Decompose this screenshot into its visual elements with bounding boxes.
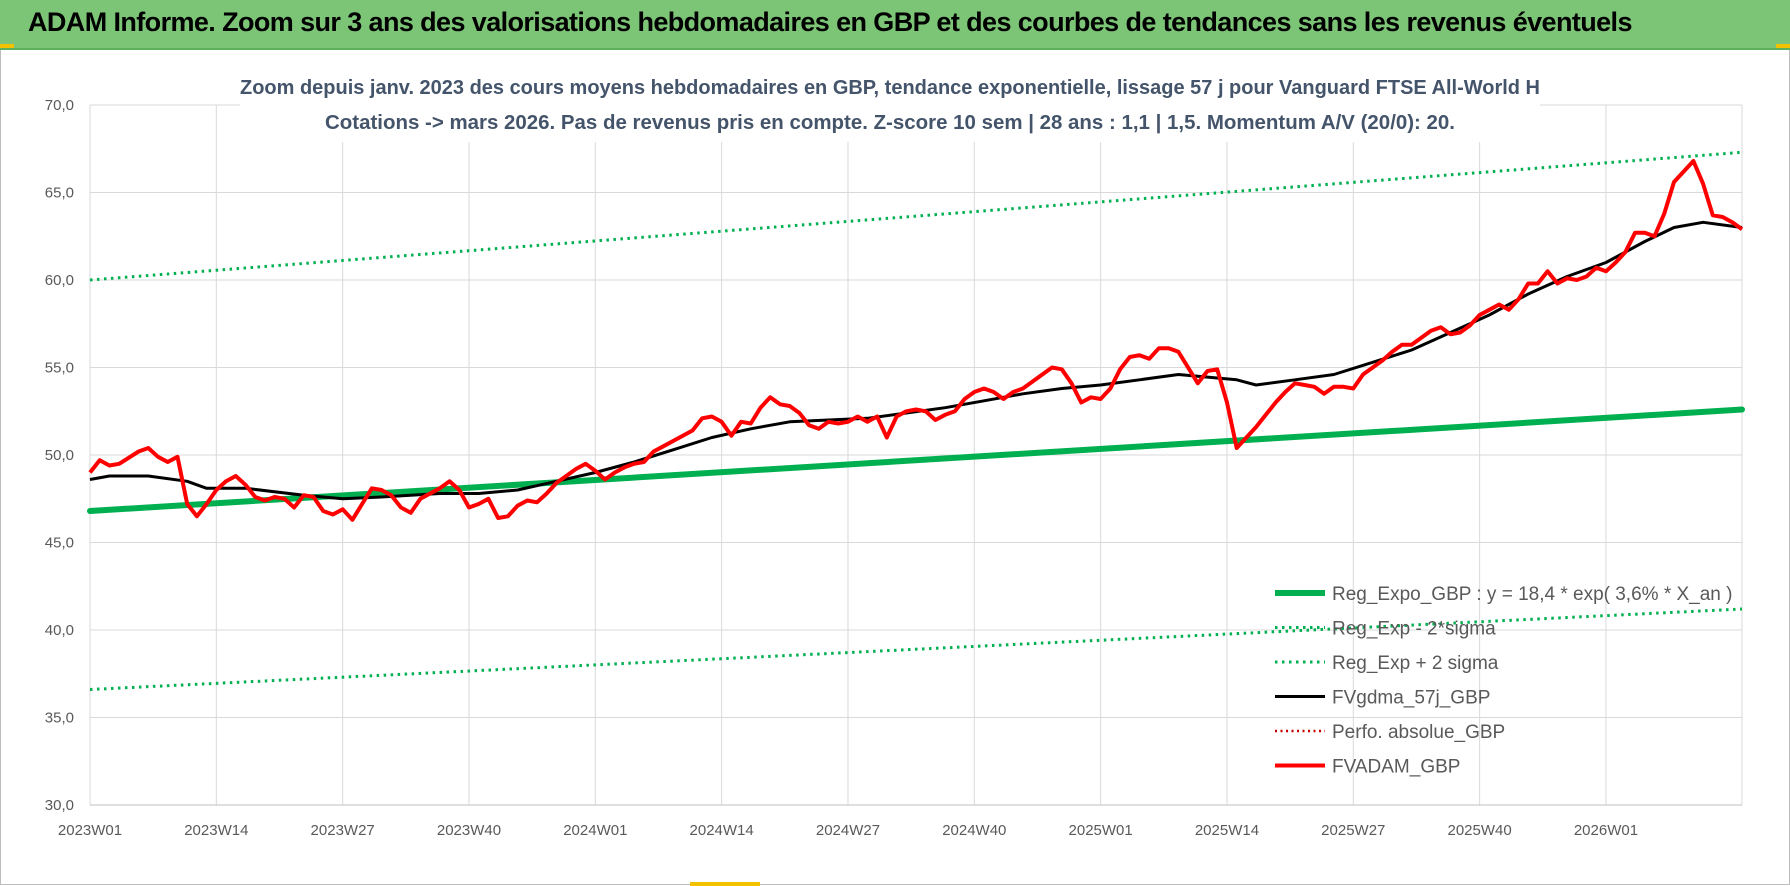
y-tick-label: 30,0	[45, 797, 74, 814]
legend-label: Perfo. absolue_GBP	[1332, 722, 1505, 743]
y-tick-label: 70,0	[45, 97, 74, 114]
series-reg-exp-2-sigma	[89, 607, 1743, 691]
series-fvadam-gbp	[88, 159, 1744, 522]
legend-label: Reg_Exp + 2 sigma	[1332, 653, 1499, 674]
series-lines	[87, 150, 1745, 691]
chart-title-background	[240, 68, 1540, 142]
x-tick-label: 2024W14	[690, 822, 754, 839]
x-axis: 2023W01 2023W14 2023W27 2023W40 2024W01 2024W…	[58, 822, 1638, 839]
x-tick-label: 2025W14	[1195, 822, 1259, 839]
header-banner: ADAM Informe. Zoom sur 3 ans des valoris…	[0, 0, 1790, 50]
x-tick-label: 2025W01	[1069, 822, 1133, 839]
legend-label: FVgdma_57j_GBP	[1332, 688, 1490, 709]
series-reg-exp-2-sigma	[89, 150, 1743, 282]
y-axis: 70,0 65,0 60,0 55,0 50,0 45,0 40,0 35,0 30,0	[45, 97, 74, 814]
x-tick-label: 2024W40	[942, 822, 1006, 839]
y-tick-label: 40,0	[45, 622, 74, 639]
legend-label: FVADAM_GBP	[1332, 757, 1460, 778]
x-tick-label: 2025W40	[1448, 822, 1512, 839]
grid	[89, 104, 1743, 806]
series-reg-expo-gbp	[87, 406, 1745, 514]
report-title: ADAM Informe. Zoom sur 3 ans des valoris…	[28, 7, 1632, 37]
banner-corner-right	[1776, 44, 1790, 48]
y-tick-label: 35,0	[45, 710, 74, 727]
x-tick-label: 2023W27	[311, 822, 375, 839]
x-tick-label: 2026W01	[1574, 822, 1638, 839]
banner-corner-left	[0, 44, 14, 48]
x-tick-label: 2024W27	[816, 822, 880, 839]
y-tick-label: 60,0	[45, 272, 74, 289]
x-tick-label: 2023W14	[184, 822, 248, 839]
chart-title-line1: Zoom depuis janv. 2023 des cours moyens …	[240, 76, 1540, 99]
x-tick-label: 2023W01	[58, 822, 122, 839]
chart-title-line2: Cotations -> mars 2026. Pas de revenus p…	[325, 111, 1455, 134]
legend-label: Reg_Exp - 2*sigma	[1332, 619, 1496, 640]
legend: Reg_Expo_GBP : y = 18,4 * exp( 3,6% * X_…	[1275, 584, 1732, 778]
y-tick-label: 55,0	[45, 360, 74, 377]
bottom-accent	[690, 882, 760, 886]
y-tick-label: 50,0	[45, 447, 74, 464]
x-tick-label: 2025W27	[1321, 822, 1385, 839]
x-tick-label: 2024W01	[563, 822, 627, 839]
y-tick-label: 45,0	[45, 535, 74, 552]
y-tick-label: 65,0	[45, 185, 74, 202]
x-tick-label: 2023W40	[437, 822, 501, 839]
legend-label: Reg_Expo_GBP : y = 18,4 * exp( 3,6% * X_…	[1332, 584, 1732, 605]
